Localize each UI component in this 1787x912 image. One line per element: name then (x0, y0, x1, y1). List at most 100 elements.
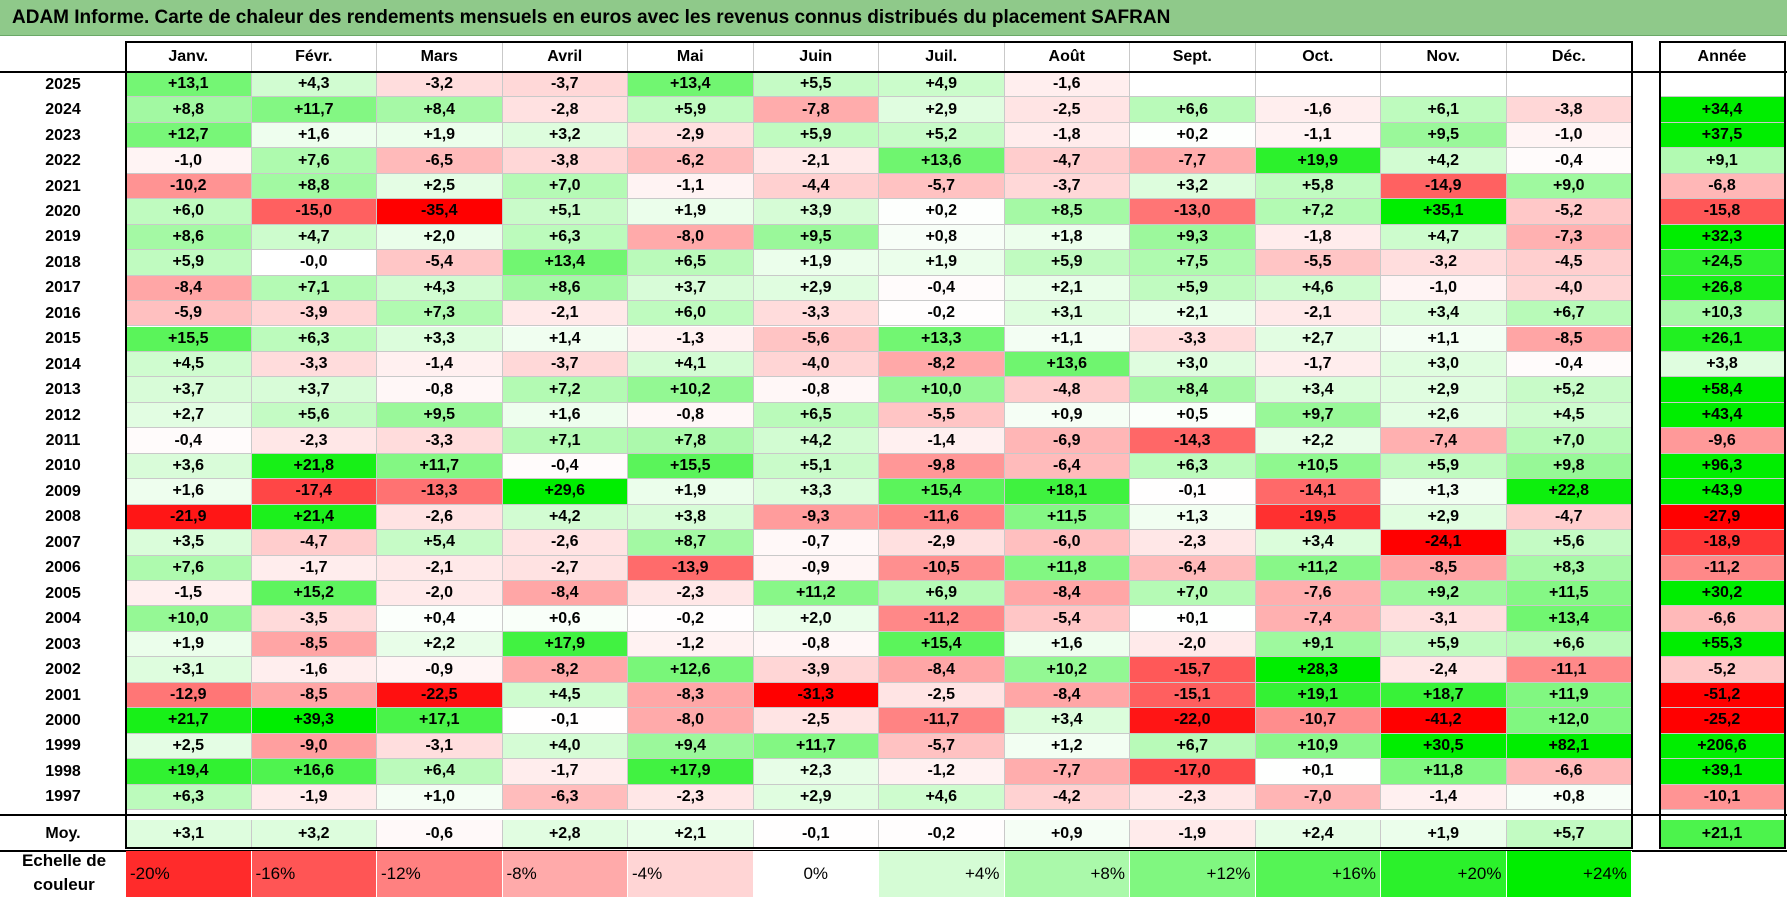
heatmap-cell: -13,3 (377, 479, 503, 505)
year-cell: -51,2 (1660, 682, 1785, 709)
row-label: 2025 (45, 75, 81, 93)
heatmap-cell: +39,3 (251, 708, 377, 734)
heatmap-cell: -4,8 (1004, 377, 1130, 403)
heatmap-cell: +5,2 (1506, 377, 1632, 403)
heatmap-cell: -8,4 (879, 657, 1005, 683)
heatmap-cell: -6,9 (1004, 428, 1130, 454)
heatmap-cell: +4,2 (753, 428, 879, 454)
heatmap-cell: +6,3 (1130, 453, 1256, 480)
heatmap-cell: -1,6 (1004, 72, 1130, 98)
heatmap-cell: +5,1 (753, 453, 879, 480)
row-label: 2023 (45, 126, 81, 144)
heatmap-cell: -2,1 (753, 148, 879, 174)
heatmap-cell: +6,1 (1381, 97, 1507, 123)
average-cell: +3,2 (251, 820, 377, 849)
heatmap-cell: +30,5 (1381, 733, 1507, 760)
heatmap-cell: +10,9 (1255, 733, 1381, 760)
heatmap-cell: +18,7 (1381, 682, 1507, 709)
heatmap-cell: +2,3 (753, 759, 879, 785)
heatmap-cell: -2,9 (628, 122, 754, 149)
heatmap-cell: -0,4 (1506, 148, 1632, 174)
year-cell: +55,3 (1660, 631, 1785, 658)
heatmap-cell: +0,2 (1130, 122, 1256, 149)
heatmap-cell: +0,8 (1506, 784, 1632, 811)
heatmap-cell: +13,4 (1506, 606, 1632, 632)
row-label: 2020 (45, 202, 81, 220)
heatmap-cell: -22,0 (1130, 708, 1256, 734)
year-cell: -9,6 (1660, 428, 1785, 454)
row-label: 2011 (45, 432, 81, 450)
heatmap-cell: +3,4 (1255, 530, 1381, 556)
heatmap-cell: +8,7 (628, 530, 754, 556)
heatmap-cell: -6,3 (502, 784, 628, 811)
month-header-9: Sept. (1130, 42, 1256, 72)
heatmap-cell: -0,1 (502, 708, 628, 734)
heatmap-cell: -3,1 (1381, 606, 1507, 632)
heatmap-cell: -1,4 (377, 351, 503, 378)
heatmap-cell: -8,5 (251, 631, 377, 658)
heatmap-cell: +3,3 (377, 326, 503, 352)
heatmap-cell: -9,0 (251, 733, 377, 760)
row-label: 2015 (45, 330, 81, 348)
average-cell: -0,2 (879, 820, 1005, 849)
year-cell: +96,3 (1660, 453, 1785, 480)
heatmap-cell: -8,5 (1506, 326, 1632, 352)
heatmap-cell: -3,8 (502, 148, 628, 174)
heatmap-cell: -3,2 (377, 72, 503, 98)
heatmap-cell: -0,4 (502, 453, 628, 480)
average-cell: +2,1 (628, 820, 754, 849)
heatmap-cell: +4,7 (251, 224, 377, 251)
heatmap-cell: +0,1 (1255, 759, 1381, 785)
row-label: 2000 (45, 711, 81, 729)
heatmap-cell: +2,7 (1255, 326, 1381, 352)
color-scale-step: +8% (1004, 851, 1130, 897)
heatmap-cell: -8,0 (628, 708, 754, 734)
heatmap-cell: +8,6 (502, 275, 628, 302)
heatmap-cell: -2,3 (628, 784, 754, 811)
heatmap-cell: -2,1 (1255, 301, 1381, 327)
color-scale-label: Echelle de couleur (4, 849, 124, 897)
heatmap-cell: +5,9 (126, 250, 252, 276)
heatmap-cell: +1,3 (1381, 479, 1507, 505)
month-header-5: Mai (628, 42, 754, 72)
heatmap-cell: -0,8 (753, 631, 879, 658)
row-label: 2017 (45, 279, 81, 297)
heatmap-cell: -1,5 (126, 581, 252, 607)
row-label: 1999 (45, 737, 81, 755)
heatmap-cell: +11,7 (251, 97, 377, 123)
heatmap-cell: -1,4 (879, 428, 1005, 454)
heatmap-cell: -24,1 (1381, 530, 1507, 556)
row-label: 2012 (45, 406, 81, 424)
heatmap-cell (1130, 72, 1256, 98)
heatmap-cell: +5,4 (377, 530, 503, 556)
heatmap-cell: +4,5 (1506, 402, 1632, 429)
row-label: 1998 (45, 762, 81, 780)
row-label: 2022 (45, 152, 81, 170)
heatmap-cell: -4,4 (753, 173, 879, 200)
year-cell: +58,4 (1660, 377, 1785, 403)
heatmap-cell: -0,2 (879, 301, 1005, 327)
heatmap-cell: -2,3 (628, 581, 754, 607)
heatmap-cell: +21,4 (251, 504, 377, 531)
heatmap-cell: +4,6 (1255, 275, 1381, 302)
month-header-6: Juin (753, 42, 879, 72)
heatmap-cell: +1,6 (1004, 631, 1130, 658)
color-scale-step: -12% (377, 851, 503, 897)
heatmap-cell: -2,5 (1004, 97, 1130, 123)
heatmap-cell: -1,8 (1255, 224, 1381, 251)
heatmap-cell: +4,3 (377, 275, 503, 302)
heatmap-cell: +9,2 (1381, 581, 1507, 607)
heatmap-cell: -3,3 (251, 351, 377, 378)
heatmap-cell: +11,2 (1255, 555, 1381, 581)
color-scale-step: -8% (502, 851, 628, 897)
heatmap-cell: -2,0 (377, 581, 503, 607)
heatmap-cell: -5,9 (126, 301, 252, 327)
heatmap-cell: -14,3 (1130, 428, 1256, 454)
color-scale-step: +24% (1506, 851, 1632, 897)
heatmap-cell: +2,2 (377, 631, 503, 658)
heatmap-cell: +2,9 (1381, 504, 1507, 531)
year-cell: -6,8 (1660, 173, 1785, 200)
heatmap-cell: +13,4 (502, 250, 628, 276)
heatmap-cell: +17,9 (502, 631, 628, 658)
heatmap-cell: -2,5 (879, 682, 1005, 709)
